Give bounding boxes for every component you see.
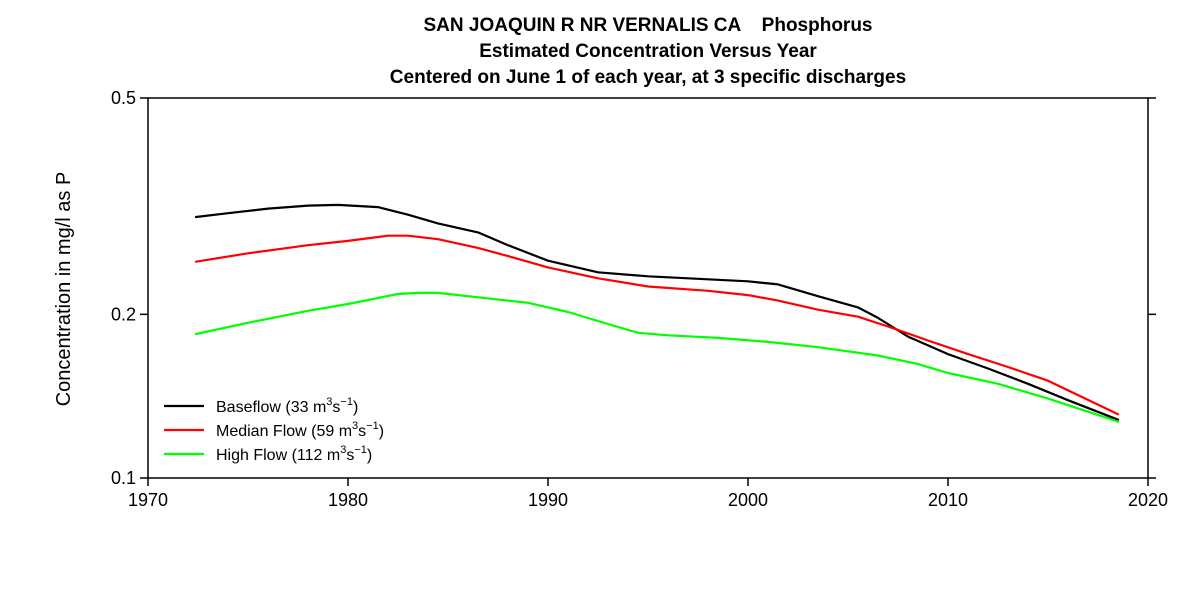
chart-title: SAN JOAQUIN R NR VERNALIS CA Phosphorus …: [390, 15, 906, 88]
series-lines: [194, 203, 1120, 423]
legend-label-part: High Flow (112 m: [216, 447, 340, 464]
legend-label-part: −1: [354, 444, 367, 456]
legend-label-part: 3: [326, 396, 332, 408]
legend: Baseflow (33 m3s−1)Median Flow (59 m3s−1…: [164, 396, 384, 464]
legend-label-part: −1: [366, 420, 379, 432]
x-axis-ticks: 1970 1980 1990 2000 2010 2020: [128, 478, 1168, 510]
legend-item-2: High Flow (112 m3s−1): [164, 444, 372, 464]
series-line-1: [194, 234, 1120, 416]
y-axis-ticks: 0.1 0.2 0.5: [111, 88, 1156, 488]
x-tick-label: 1980: [328, 490, 368, 510]
legend-label-part: ): [353, 399, 358, 416]
legend-label-part: −1: [340, 396, 353, 408]
series-line-0: [194, 203, 1120, 421]
legend-label-part: s: [332, 399, 340, 416]
x-tick-label: 2000: [728, 490, 768, 510]
legend-label: Baseflow (33 m3s−1): [216, 396, 358, 416]
plot-frame: [147, 97, 1149, 479]
y-tick-label: 0.5: [111, 88, 136, 108]
series-line-2: [194, 291, 1120, 423]
y-tick-label: 0.1: [111, 468, 136, 488]
x-tick-label: 1990: [528, 490, 568, 510]
legend-label: Median Flow (59 m3s−1): [216, 420, 384, 440]
legend-item-0: Baseflow (33 m3s−1): [164, 396, 358, 416]
legend-label-part: 3: [352, 420, 358, 432]
legend-item-1: Median Flow (59 m3s−1): [164, 420, 384, 440]
legend-label-part: Median Flow (59 m: [216, 423, 352, 440]
legend-label-part: ): [367, 447, 372, 464]
y-axis-label: Concentration in mg/l as P: [53, 172, 75, 407]
x-tick-label: 2010: [928, 490, 968, 510]
legend-label-part: 3: [340, 444, 346, 456]
x-tick-label: 1970: [128, 490, 168, 510]
x-tick-label: 2020: [1128, 490, 1168, 510]
chart-title-line-1: SAN JOAQUIN R NR VERNALIS CA Phosphorus: [424, 15, 873, 36]
legend-label-part: s: [358, 423, 366, 440]
chart-title-line-3: Centered on June 1 of each year, at 3 sp…: [390, 67, 906, 88]
legend-label: High Flow (112 m3s−1): [216, 444, 372, 464]
chart-title-line-2: Estimated Concentration Versus Year: [479, 41, 817, 62]
legend-label-part: ): [379, 423, 384, 440]
y-tick-label: 0.2: [111, 304, 136, 324]
legend-label-part: Baseflow (33 m: [216, 399, 326, 416]
legend-label-part: s: [346, 447, 354, 464]
